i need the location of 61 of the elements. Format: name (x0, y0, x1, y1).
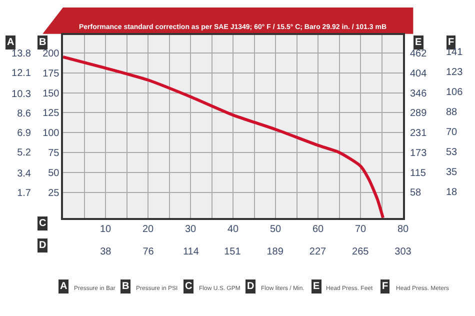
y2-tick-label: 6.9 (17, 128, 32, 140)
y2-tick-label: 1.7 (17, 188, 32, 200)
y3-tick-label: 115 (410, 168, 426, 180)
x-tick-label: 70 (354, 224, 366, 235)
text: 88 (446, 107, 458, 118)
x2-tick-label: 151 (224, 246, 242, 258)
y3-tick-label: 346 (410, 88, 428, 100)
y2-tick-label: 8.6 (17, 108, 32, 120)
text: 70 (446, 127, 458, 138)
y2-axis-title: A (7, 37, 14, 48)
y-tick-label: 175 (42, 68, 60, 80)
y-axis-title: B (39, 37, 46, 48)
y3-tick-label: 231 (410, 128, 428, 140)
y-tick-label: 150 (42, 88, 60, 100)
y-tick-label: 200 (42, 48, 60, 60)
text: 106 (446, 87, 464, 98)
text: 53 (446, 147, 458, 158)
text: E (313, 281, 320, 292)
y3-tick-label: 289 (410, 108, 428, 120)
text: A (60, 281, 68, 292)
y2-tick-label: 10.3 (12, 88, 32, 100)
y3-tick-label: 58 (410, 188, 422, 199)
y-tick-label: 125 (42, 108, 60, 120)
text: F (382, 281, 388, 292)
y2-tick-label: 5.2 (17, 148, 32, 159)
x-tick-label: 60 (312, 224, 324, 235)
text: 123 (446, 67, 464, 78)
y3-tick-label: 173 (410, 148, 428, 160)
y3-tick-label: 462 (410, 48, 428, 60)
x-tick-label: 30 (184, 224, 196, 235)
text: 141 (446, 47, 464, 58)
x2-tick-label: 265 (352, 246, 370, 258)
text: C (185, 281, 192, 292)
y3-axis-title: E (415, 37, 422, 48)
x2-axis-title: D (39, 240, 46, 251)
x2-tick-label: 303 (394, 246, 412, 258)
x2-tick-label: 227 (309, 246, 326, 258)
y2-tick-label: 3.4 (17, 168, 32, 180)
x2-tick-label: 76 (142, 246, 154, 258)
y2-tick-label: 12.1 (12, 68, 32, 80)
x-tick-label: 50 (270, 224, 282, 235)
x2-tick-label: 189 (266, 246, 284, 258)
x-tick-label: 40 (227, 224, 239, 235)
y-tick-label: 25 (48, 188, 60, 199)
y2-tick-label: 13.8 (12, 48, 32, 60)
text: 18 (446, 187, 458, 198)
x2-tick-label: 114 (182, 246, 200, 258)
y-tick-label: 100 (42, 128, 60, 140)
x-tick-label: 80 (397, 224, 409, 235)
text: F (448, 37, 454, 48)
text: B (122, 281, 130, 292)
x-tick-label: 20 (142, 224, 154, 235)
y3-tick-label: 404 (410, 68, 428, 80)
text: D (247, 281, 254, 292)
x-tick-label: 10 (100, 224, 112, 235)
y-tick-label: 75 (48, 148, 60, 159)
x-axis-title: C (39, 218, 46, 229)
x2-tick-label: 38 (100, 246, 112, 258)
line-series (63, 55, 385, 218)
y-tick-label: 50 (48, 168, 60, 179)
text: 35 (446, 167, 458, 178)
